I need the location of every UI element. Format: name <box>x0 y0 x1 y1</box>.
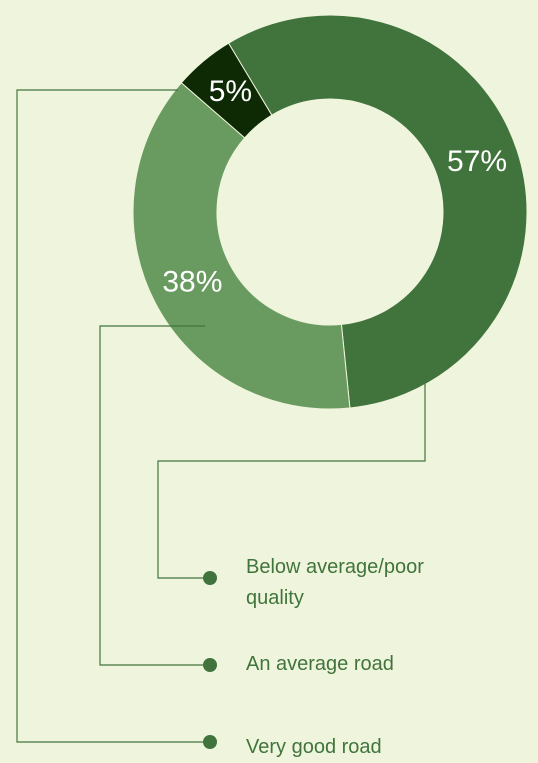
data-label: 57% <box>447 145 507 178</box>
legend-label: Below average/poor quality <box>246 556 424 609</box>
data-label: 38% <box>162 265 222 298</box>
leader-line <box>16 89 210 743</box>
legend-label: Very good road <box>246 736 382 758</box>
legend-marker <box>203 571 217 585</box>
donut-slice <box>227 14 528 409</box>
leader-line <box>157 362 426 579</box>
donut-slice <box>132 82 351 410</box>
legend-label: An average road <box>246 653 394 675</box>
legend-marker <box>203 658 217 672</box>
leader-line <box>99 325 210 666</box>
legend-marker <box>203 735 217 749</box>
donut-slice <box>180 42 273 139</box>
data-label: 5% <box>209 75 252 108</box>
